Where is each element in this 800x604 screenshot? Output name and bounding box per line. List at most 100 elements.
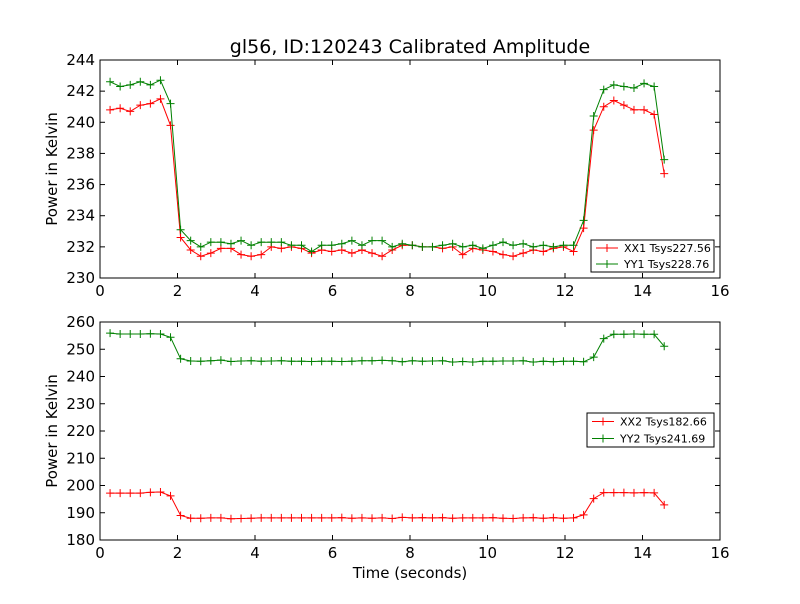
legend-entry-label: YY2 Tsys241.69 <box>619 433 705 446</box>
data-point-marker <box>549 513 558 522</box>
data-point-marker <box>186 245 195 254</box>
data-point-marker <box>226 239 235 248</box>
data-point-marker <box>640 488 649 497</box>
data-point-marker <box>408 241 417 250</box>
x-tick-label: 2 <box>173 282 183 300</box>
y-tick-label: 180 <box>66 531 95 549</box>
data-point-marker <box>388 242 397 251</box>
data-point-marker <box>629 84 638 93</box>
data-point-marker <box>206 238 215 247</box>
data-point-marker <box>398 357 407 366</box>
data-point-marker <box>186 514 195 523</box>
legend-entry-label: XX1 Tsys227.56 <box>624 242 711 255</box>
data-point-marker <box>418 242 427 251</box>
data-point-marker <box>579 216 588 225</box>
data-point-marker <box>438 241 447 250</box>
legend-entry-label: YY1 Tsys228.76 <box>623 258 709 271</box>
y-tick-label: 244 <box>66 51 95 69</box>
data-point-marker <box>378 513 387 522</box>
data-point-marker <box>478 357 487 366</box>
data-point-marker <box>357 356 366 365</box>
data-point-marker <box>307 357 316 366</box>
data-point-marker <box>257 513 266 522</box>
data-point-marker <box>428 513 437 522</box>
data-point-marker <box>499 238 507 247</box>
data-point-marker <box>619 101 628 110</box>
data-point-marker <box>368 249 377 258</box>
data-point-marker <box>539 514 548 523</box>
data-point-marker <box>619 82 628 91</box>
data-point-marker <box>499 250 507 259</box>
data-point-marker <box>468 358 477 367</box>
data-point-marker <box>347 249 356 258</box>
y-tick-label: 230 <box>66 269 95 287</box>
data-point-marker <box>519 249 528 258</box>
x-tick-label: 0 <box>95 544 105 562</box>
data-point-marker <box>418 357 427 366</box>
data-point-marker <box>519 239 528 248</box>
data-point-marker <box>378 356 387 365</box>
y-tick-label: 236 <box>66 176 95 194</box>
data-point-marker <box>357 513 366 522</box>
data-point-marker <box>247 252 256 261</box>
series-line-xx1 <box>110 98 665 257</box>
data-point-marker <box>509 514 518 523</box>
data-point-marker <box>267 513 276 522</box>
y-axis-label: Power in Kelvin <box>43 374 61 488</box>
data-point-marker <box>156 94 165 103</box>
data-point-marker <box>629 488 638 497</box>
data-point-marker <box>428 356 437 365</box>
data-point-marker <box>216 356 225 365</box>
data-point-marker <box>116 104 125 113</box>
data-point-marker <box>156 76 165 85</box>
x-tick-label: 4 <box>250 282 260 300</box>
data-point-marker <box>448 239 457 248</box>
y-tick-label: 190 <box>66 504 95 522</box>
data-point-marker <box>216 513 225 522</box>
y-tick-label: 234 <box>66 207 95 225</box>
x-tick-label: 16 <box>710 282 729 300</box>
x-tick-label: 12 <box>555 282 574 300</box>
data-point-marker <box>277 238 286 247</box>
data-point-marker <box>307 513 316 522</box>
data-point-marker <box>398 513 407 522</box>
data-point-marker <box>287 357 296 366</box>
data-point-marker <box>629 329 638 338</box>
data-point-marker <box>216 238 225 247</box>
x-axis-label: Time (seconds) <box>352 564 468 582</box>
data-point-marker <box>468 513 477 522</box>
data-point-marker <box>589 112 598 121</box>
data-point-marker <box>519 513 528 522</box>
data-point-marker <box>116 82 125 91</box>
data-point-marker <box>609 80 618 89</box>
data-point-marker <box>529 242 538 251</box>
data-point-marker <box>307 247 316 256</box>
data-point-marker <box>589 494 598 503</box>
data-point-marker <box>368 236 377 245</box>
data-point-marker <box>106 105 115 114</box>
x-tick-label: 6 <box>328 544 338 562</box>
data-point-marker <box>458 242 467 251</box>
legend-entry-label: XX2 Tsys182.66 <box>620 416 707 429</box>
data-point-marker <box>599 85 608 94</box>
x-tick-label: 12 <box>555 544 574 562</box>
data-point-marker <box>206 513 215 522</box>
data-point-marker <box>126 329 135 338</box>
data-point-marker <box>267 238 276 247</box>
legend-marker-sample <box>599 434 607 443</box>
data-point-marker <box>478 244 487 253</box>
data-point-marker <box>106 77 115 86</box>
data-point-marker <box>196 357 205 366</box>
x-tick-label: 8 <box>405 544 415 562</box>
data-point-marker <box>579 510 588 519</box>
data-point-marker <box>347 357 356 366</box>
bottom-subplot: 0 2 4 6 8 10 12 14 16 180 190 200 210 220 230 240 250 260… <box>43 313 730 562</box>
data-point-marker <box>549 242 558 251</box>
data-point-marker <box>156 329 165 338</box>
x-tick-label: 0 <box>95 282 105 300</box>
x-tick-label: 16 <box>710 544 729 562</box>
data-point-marker <box>176 233 185 242</box>
